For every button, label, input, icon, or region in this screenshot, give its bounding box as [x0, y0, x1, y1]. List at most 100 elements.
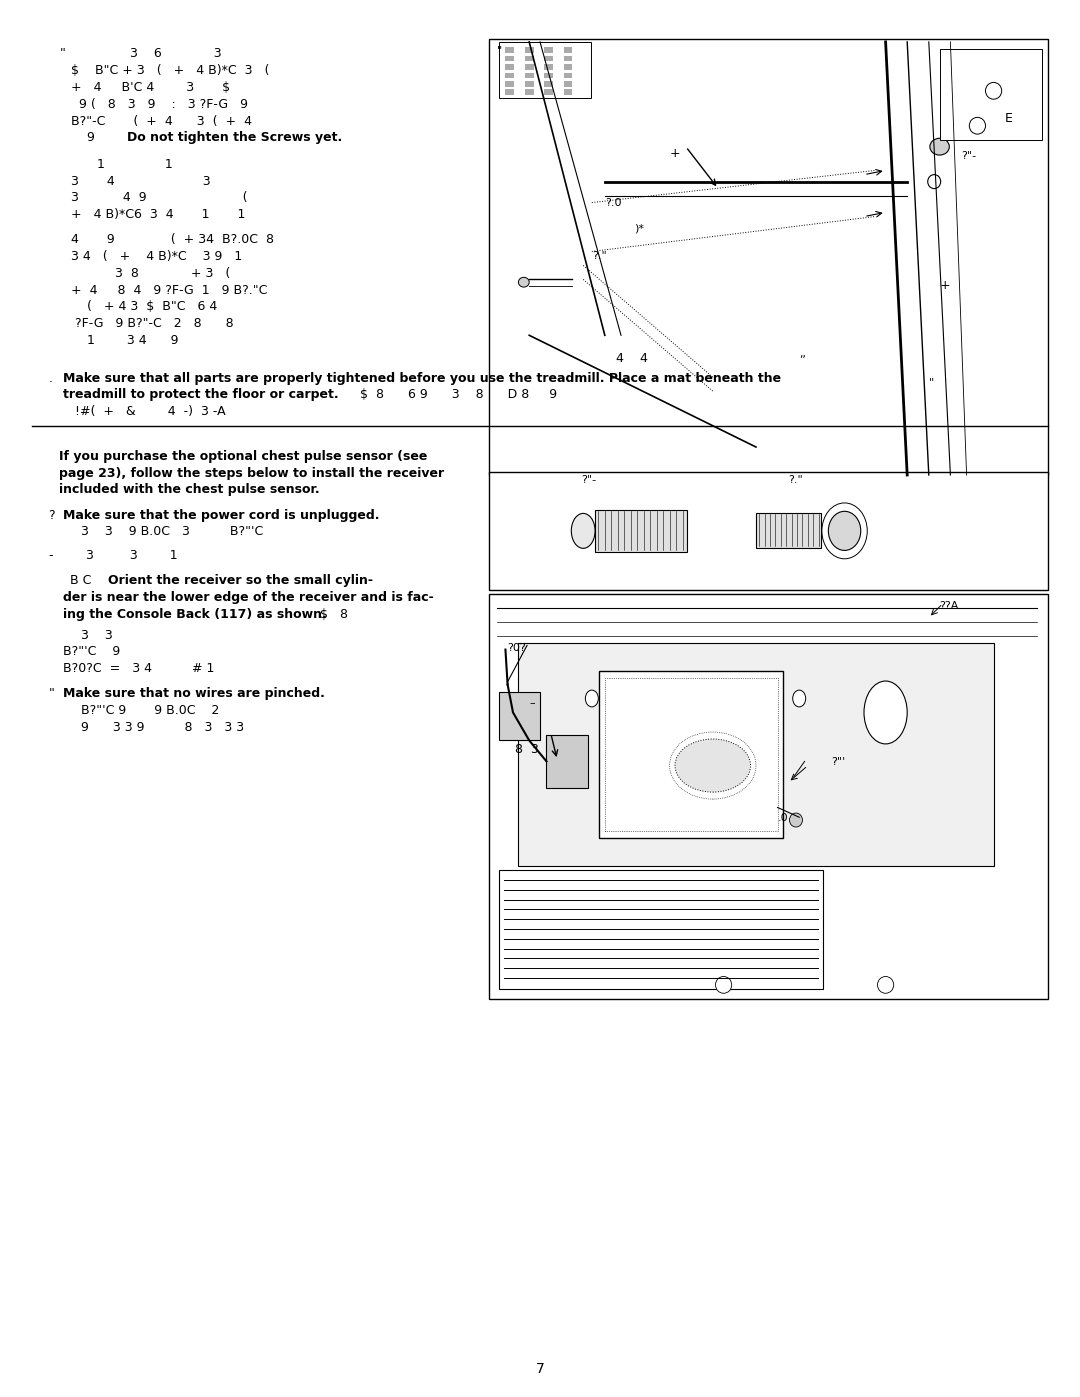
Text: ?.": ?." [592, 251, 607, 261]
Text: +  4     8  4   9 ?F-G  1   9 B?."C: + 4 8 4 9 ?F-G 1 9 B?."C [59, 284, 268, 296]
Bar [525, 56, 534, 61]
Text: Do not tighten the Screws yet.: Do not tighten the Screws yet. [127, 131, 342, 144]
Text: Make sure that all parts are properly tightened before you use the treadmill. Pl: Make sure that all parts are properly ti… [63, 372, 781, 384]
Text: ?"-: ?"- [581, 475, 596, 485]
Text: +: + [940, 279, 950, 292]
Text: .0: .0 [778, 813, 788, 823]
Bar [489, 472, 1048, 590]
Ellipse shape [828, 511, 861, 550]
Ellipse shape [715, 977, 732, 993]
Ellipse shape [864, 682, 907, 743]
Text: 8  3: 8 3 [515, 743, 539, 756]
Text: 3    3    9 B.0C   3          B?"'C: 3 3 9 B.0C 3 B?"'C [81, 525, 264, 538]
Text: ?.0: ?.0 [605, 198, 621, 208]
Text: +: + [670, 147, 680, 159]
Text: ?: ? [49, 509, 55, 521]
Text: 4       9              (  + 34  B?.0C  8: 4 9 ( + 34 B?.0C 8 [59, 233, 274, 246]
Text: –: – [529, 698, 535, 708]
Text: B?0?C  =   3 4          # 1: B?0?C = 3 4 # 1 [63, 662, 214, 675]
Text: ?F-G   9 B?"-C   2   8      8: ?F-G 9 B?"-C 2 8 8 [59, 317, 234, 330]
Text: 3  8             + 3   (: 3 8 + 3 ( [59, 267, 231, 279]
Text: ": " [929, 377, 934, 387]
Bar [544, 73, 553, 78]
Text: ?0?: ?0? [508, 643, 526, 652]
Bar [525, 64, 534, 70]
Text: Make sure that the power cord is unplugged.: Make sure that the power cord is unplugg… [63, 509, 379, 521]
Bar [564, 89, 572, 95]
Text: .: . [49, 372, 53, 384]
Bar [564, 56, 572, 61]
Text: $    B"C + 3   (   +   4 B)*C  3   (: $ B"C + 3 ( + 4 B)*C 3 ( [59, 64, 270, 77]
Text: 9 (   8   3   9    :   3 ?F-G   9: 9 ( 8 3 9 : 3 ?F-G 9 [59, 98, 248, 110]
Bar [564, 73, 572, 78]
Text: +   4 B)*C6  3  4       1       1: + 4 B)*C6 3 4 1 1 [59, 208, 246, 221]
Bar [525, 89, 534, 95]
Bar [525, 81, 534, 87]
Text: +   4     B'C 4        3       $: + 4 B'C 4 3 $ [59, 81, 230, 94]
Text: included with the chest pulse sensor.: included with the chest pulse sensor. [59, 483, 320, 496]
Text: 9: 9 [59, 131, 95, 144]
Text: ,,: ,, [799, 349, 806, 359]
Bar [489, 594, 1048, 999]
Bar [499, 870, 823, 989]
Bar [564, 81, 572, 87]
Bar [756, 513, 821, 548]
Text: page 23), follow the steps below to install the receiver: page 23), follow the steps below to inst… [59, 467, 445, 479]
Text: ing the Console Back (117) as shown.: ing the Console Back (117) as shown. [63, 608, 326, 620]
Text: Make sure that no wires are pinched.: Make sure that no wires are pinched. [63, 687, 324, 700]
Bar [505, 81, 514, 87]
Text: !#(  +   &        4  -)  3 -A: !#( + & 4 -) 3 -A [63, 405, 226, 418]
Bar [564, 47, 572, 53]
Ellipse shape [518, 277, 529, 288]
Text: 1        3 4      9: 1 3 4 9 [59, 334, 179, 346]
Text: If you purchase the optional chest pulse sensor (see: If you purchase the optional chest pulse… [59, 450, 428, 462]
Text: Orient the receiver so the small cylin-: Orient the receiver so the small cylin- [108, 574, 373, 587]
Text: )*: )* [634, 224, 644, 233]
Text: ?.": ?." [788, 475, 804, 485]
Text: ": " [497, 45, 502, 54]
Text: ??A: ??A [940, 601, 959, 610]
Text: ?"-: ?"- [961, 151, 976, 161]
Ellipse shape [571, 514, 595, 549]
Bar [505, 47, 514, 53]
Bar [564, 64, 572, 70]
Bar [599, 671, 783, 838]
Text: 7: 7 [536, 1362, 544, 1376]
Text: der is near the lower edge of the receiver and is fac-: der is near the lower edge of the receiv… [63, 591, 433, 604]
Bar [518, 643, 994, 866]
Text: 3           4  9                        (: 3 4 9 ( [59, 191, 248, 204]
Ellipse shape [585, 690, 598, 707]
Bar [525, 73, 534, 78]
Ellipse shape [930, 138, 949, 155]
Text: ?"': ?"' [832, 757, 846, 767]
Text: 3 4   (   +    4 B)*C    3 9   1: 3 4 ( + 4 B)*C 3 9 1 [59, 250, 243, 263]
Text: ": " [49, 687, 54, 700]
Text: B C: B C [70, 574, 92, 587]
Bar [499, 42, 591, 98]
Bar [595, 510, 687, 552]
Bar [544, 47, 553, 53]
Bar [505, 64, 514, 70]
Text: 1               1: 1 1 [97, 158, 173, 170]
Bar [544, 64, 553, 70]
Bar [499, 692, 540, 740]
Text: 3       4                      3: 3 4 3 [59, 175, 211, 187]
Ellipse shape [970, 117, 986, 134]
Text: 4: 4 [616, 352, 623, 365]
Ellipse shape [877, 977, 894, 993]
Text: $   8: $ 8 [316, 608, 349, 620]
Bar [544, 89, 553, 95]
Text: 3         3        1: 3 3 1 [86, 549, 178, 562]
Text: -: - [49, 549, 53, 562]
Bar [505, 73, 514, 78]
Ellipse shape [675, 739, 751, 792]
Bar [544, 81, 553, 87]
Text: B?"'C 9       9 B.0C    2: B?"'C 9 9 B.0C 2 [81, 704, 219, 717]
Ellipse shape [986, 82, 1002, 99]
Bar [525, 47, 534, 53]
Text: B?"-C       (  +  4      3  (  +  4: B?"-C ( + 4 3 ( + 4 [59, 115, 253, 127]
Ellipse shape [928, 175, 941, 189]
Bar [605, 678, 778, 831]
Text: B?"'C    9: B?"'C 9 [63, 645, 120, 658]
Bar [544, 56, 553, 61]
